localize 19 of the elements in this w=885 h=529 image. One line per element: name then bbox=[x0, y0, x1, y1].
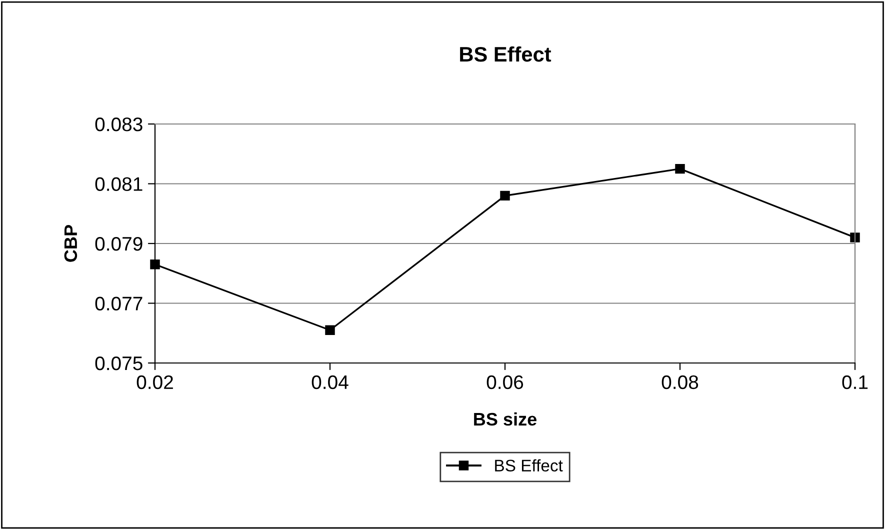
point bbox=[500, 190, 510, 201]
point bbox=[675, 164, 685, 174]
x-tick-label: 0.08 bbox=[662, 375, 698, 390]
y-tick-label: 0.081 bbox=[95, 177, 142, 191]
y-tick-label: 0.077 bbox=[95, 296, 142, 310]
y-tick-label: 0.079 bbox=[95, 236, 142, 251]
x-tick-label: 0.1 bbox=[842, 375, 868, 390]
y-axis-title: CBP bbox=[64, 225, 78, 262]
x-tick-label: 0.04 bbox=[312, 375, 348, 390]
x-tick-label: 0.02 bbox=[136, 375, 173, 390]
chart-title: BS Effect bbox=[460, 46, 552, 62]
x-tick-label: 0.06 bbox=[486, 375, 524, 390]
x-axis-title: BS size bbox=[474, 412, 536, 426]
y-tick-label: 0.083 bbox=[95, 117, 142, 132]
y-tick-label: 0.075 bbox=[95, 356, 142, 370]
point bbox=[325, 325, 335, 335]
point bbox=[150, 260, 160, 270]
legend-label: BS Effect bbox=[495, 459, 563, 472]
point bbox=[850, 232, 860, 242]
